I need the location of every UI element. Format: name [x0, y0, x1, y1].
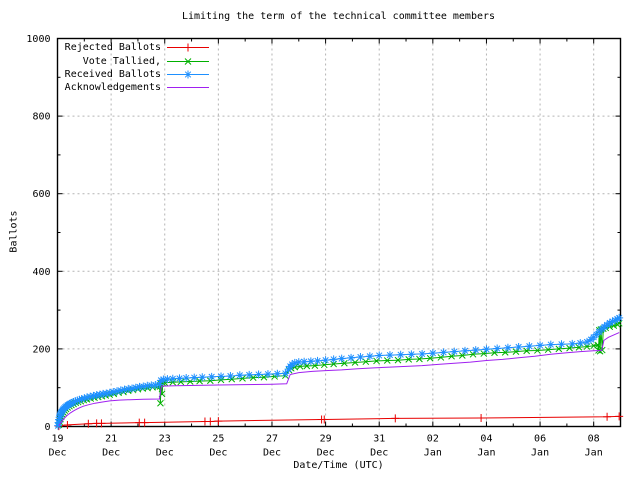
legend-sample-cross-marker-icon [167, 57, 209, 65]
grid-lines [57, 38, 621, 427]
x-tick-label-day: 29 [320, 434, 332, 445]
x-tick-label-day: 21 [105, 434, 117, 445]
x-tick-label-day: 25 [212, 434, 224, 445]
legend-sample-star-marker-icon [167, 70, 209, 79]
y-tick-label: 600 [32, 189, 50, 200]
x-tick-label-day: 04 [480, 434, 492, 445]
x-tick-label-month: Jan [531, 448, 549, 459]
legend-sample-plus-marker-icon [167, 43, 209, 52]
x-tick-label-month: Dec [263, 448, 281, 459]
y-tick-label: 0 [44, 422, 50, 433]
x-tick-label-day: 06 [534, 434, 546, 445]
legend-label-acknowledgements: Acknowledgements [64, 82, 161, 94]
x-tick-label-day: 02 [427, 434, 439, 445]
tick-labels: 0 200 400 600 800 1000 19 Dec 21 Dec 23 Dec 25 Dec 27 D… [26, 34, 602, 459]
y-tick-label: 400 [32, 267, 50, 278]
legend-row-vote-tallied: Vote Tallied, [57, 54, 211, 67]
x-tick-label-month: Dec [370, 448, 388, 459]
series-vote-tallied [55, 319, 623, 429]
chart-title: Limiting the term of the technical commi… [181, 11, 496, 22]
series-rejected-ballots [54, 412, 624, 431]
y-tick-label: 200 [32, 344, 50, 355]
x-tick-label-month: Dec [48, 448, 66, 459]
legend: Rejected Ballots Vote Tallied, Received … [57, 41, 211, 95]
x-tick-label-day: 23 [159, 434, 171, 445]
x-tick-label-month: Jan [477, 448, 495, 459]
x-tick-label-month: Dec [317, 448, 335, 459]
legend-sample-plain-line-icon [167, 87, 209, 89]
series-acknowledgements [58, 332, 620, 426]
x-tick-label-day: 19 [51, 434, 63, 445]
x-tick-label-month: Dec [102, 448, 120, 459]
series-received-ballots [54, 313, 624, 430]
x-tick-label-day: 27 [266, 434, 278, 445]
x-tick-label-month: Dec [209, 448, 227, 459]
plot-border [56, 37, 622, 428]
x-tick-label-month: Jan [585, 448, 603, 459]
legend-row-acknowledgements: Acknowledgements [57, 81, 211, 94]
tick-marks [57, 38, 621, 427]
legend-label-vote-tallied: Vote Tallied, [82, 55, 161, 67]
x-tick-label-day: 08 [588, 434, 600, 445]
legend-label-received-ballots: Received Ballots [64, 68, 161, 80]
legend-label-rejected-ballots: Rejected Ballots [64, 42, 161, 54]
legend-row-rejected-ballots: Rejected Ballots [57, 41, 211, 54]
x-axis-label: Date/Time (UTC) [293, 460, 384, 471]
x-tick-label-day: 31 [373, 434, 385, 445]
y-tick-label: 800 [32, 112, 50, 123]
x-tick-label-month: Dec [156, 448, 174, 459]
y-tick-label: 1000 [26, 34, 50, 45]
x-tick-label-month: Jan [424, 448, 442, 459]
legend-row-received-ballots: Received Ballots [57, 68, 211, 81]
